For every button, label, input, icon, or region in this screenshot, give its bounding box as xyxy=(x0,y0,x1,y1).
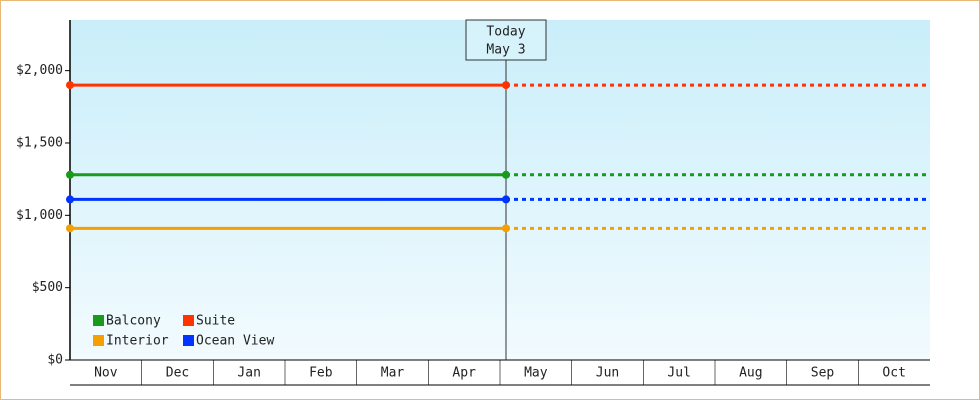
legend-label: Ocean View xyxy=(196,334,274,349)
x-tick-label: Jan xyxy=(237,366,260,381)
legend-label: Balcony xyxy=(106,314,161,329)
series-point xyxy=(66,195,74,204)
series-point xyxy=(502,195,510,204)
plot-area xyxy=(70,20,930,360)
legend-swatch xyxy=(93,335,104,346)
series-point xyxy=(66,170,74,179)
x-tick-label: Apr xyxy=(452,366,476,381)
y-tick-label: $0 xyxy=(47,353,63,368)
legend-label: Interior xyxy=(106,334,169,349)
x-tick-label: Jun xyxy=(596,366,619,381)
series-point xyxy=(66,224,74,233)
series-point xyxy=(502,170,510,179)
x-tick-label: Aug xyxy=(739,366,762,381)
legend-label: Suite xyxy=(196,314,235,329)
y-tick-label: $500 xyxy=(32,280,63,295)
y-tick-label: $1,500 xyxy=(16,135,63,150)
x-tick-label: May xyxy=(524,366,548,381)
x-tick-label: Nov xyxy=(94,366,118,381)
series-point xyxy=(502,224,510,233)
today-box xyxy=(465,19,547,61)
today-date: May 3 xyxy=(486,43,525,58)
x-tick-label: Dec xyxy=(166,366,189,381)
x-tick-label: Sep xyxy=(811,366,835,381)
y-tick-label: $1,000 xyxy=(16,208,63,223)
legend-swatch xyxy=(93,315,104,326)
x-tick-label: Oct xyxy=(882,366,905,381)
series-point xyxy=(502,81,510,90)
x-tick-label: Mar xyxy=(381,366,405,381)
legend-swatch xyxy=(183,335,194,346)
today-label: Today xyxy=(486,25,525,40)
series-point xyxy=(66,81,74,90)
x-tick-label: Feb xyxy=(309,366,333,381)
y-tick-label: $2,000 xyxy=(16,63,63,78)
legend-swatch xyxy=(183,315,194,326)
x-tick-label: Jul xyxy=(667,366,690,381)
